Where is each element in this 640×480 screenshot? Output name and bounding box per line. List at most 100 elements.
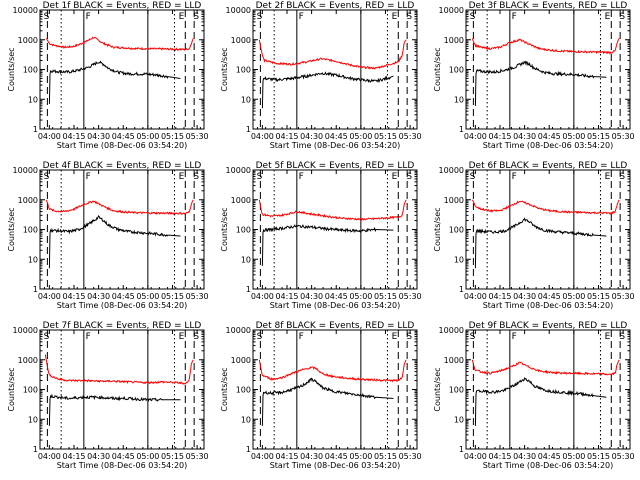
marker-s: S	[193, 172, 199, 182]
y-tick-label: 100	[23, 226, 38, 235]
x-axis-label: Start Time (08-Dec-06 03:54:20)	[483, 461, 614, 470]
x-tick-label: 04:00	[38, 292, 61, 301]
x-tick-label: 04:30	[300, 132, 323, 141]
marker-s: S	[406, 172, 412, 182]
series-lld	[45, 199, 194, 216]
y-tick-label: 100	[449, 66, 464, 75]
marker-e: E	[605, 12, 611, 22]
x-axis-label: Start Time (08-Dec-06 03:54:20)	[57, 141, 188, 150]
x-tick-label: 04:30	[513, 292, 536, 301]
x-tick-label: 04:15	[62, 132, 85, 141]
x-tick-label: 04:30	[300, 292, 323, 301]
y-tick-label: 1000	[444, 196, 464, 205]
panel-title: Det 3f BLACK = Events, RED = LLD	[469, 1, 628, 11]
marker-s: S	[470, 172, 476, 182]
marker-s: S	[257, 172, 263, 182]
y-tick-label: 10	[241, 255, 251, 264]
x-tick-label: 05:30	[399, 292, 422, 301]
marker-s: S	[44, 12, 50, 22]
panel-title: Det 5f BLACK = Events, RED = LLD	[256, 161, 415, 171]
y-tick-label: 1	[459, 445, 464, 454]
panel-title: Det 4f BLACK = Events, RED = LLD	[43, 161, 202, 171]
x-tick-label: 04:00	[464, 132, 487, 141]
series-events	[261, 71, 394, 109]
plot-frame	[39, 329, 205, 450]
y-axis-label: Counts/sec	[220, 47, 229, 91]
marker-f: F	[512, 172, 517, 182]
x-tick-label: 04:45	[538, 132, 561, 141]
x-tick-label: 05:15	[161, 292, 184, 301]
marker-s: S	[44, 172, 50, 182]
x-tick-label: 04:00	[251, 292, 274, 301]
series-events	[474, 60, 607, 106]
y-tick-label: 10	[28, 255, 38, 264]
x-tick-label: 04:45	[112, 452, 135, 461]
x-axis-label: Start Time (08-Dec-06 03:54:20)	[57, 301, 188, 310]
series-lld	[258, 359, 407, 383]
x-tick-label: 05:30	[399, 132, 422, 141]
y-tick-label: 10000	[439, 6, 464, 15]
x-tick-label: 04:00	[251, 452, 274, 461]
y-tick-label: 1000	[231, 36, 251, 45]
y-tick-label: 1	[459, 285, 464, 294]
marker-s: S	[619, 172, 625, 182]
x-tick-label: 04:00	[38, 132, 61, 141]
series-lld	[258, 199, 407, 221]
x-tick-label: 04:15	[488, 292, 511, 301]
x-tick-label: 04:15	[275, 452, 298, 461]
marker-e: E	[605, 172, 611, 182]
x-tick-label: 05:30	[186, 132, 209, 141]
x-tick-label: 05:00	[136, 132, 159, 141]
x-tick-label: 05:30	[399, 452, 422, 461]
marker-s: S	[44, 332, 50, 342]
y-tick-label: 1	[246, 125, 251, 134]
marker-e: E	[605, 332, 611, 342]
y-tick-label: 1000	[231, 356, 251, 365]
series-lld	[44, 354, 194, 385]
y-tick-label: 1000	[231, 196, 251, 205]
y-axis-label: Counts/sec	[433, 367, 442, 411]
y-tick-label: 10	[241, 415, 251, 424]
marker-s: S	[619, 332, 625, 342]
marker-f: F	[86, 172, 91, 182]
x-axis-label: Start Time (08-Dec-06 03:54:20)	[270, 301, 401, 310]
y-axis-label: Counts/sec	[7, 47, 16, 91]
series-lld	[471, 199, 620, 215]
x-tick-label: 05:15	[161, 452, 184, 461]
y-tick-label: 10000	[13, 166, 38, 175]
y-tick-label: 10	[454, 95, 464, 104]
x-tick-label: 05:30	[186, 292, 209, 301]
y-tick-label: 1	[246, 285, 251, 294]
y-tick-label: 10000	[226, 6, 251, 15]
x-tick-label: 05:00	[562, 452, 585, 461]
x-tick-label: 05:00	[562, 132, 585, 141]
x-tick-label: 04:45	[325, 292, 348, 301]
x-tick-label: 05:15	[374, 452, 397, 461]
marker-e: E	[392, 332, 398, 342]
x-tick-label: 04:45	[325, 132, 348, 141]
x-tick-label: 04:15	[488, 452, 511, 461]
marker-e: E	[392, 172, 398, 182]
y-axis-label: Counts/sec	[433, 207, 442, 251]
y-tick-label: 100	[449, 226, 464, 235]
panel-title: Det 7f BLACK = Events, RED = LLD	[43, 321, 202, 331]
y-tick-label: 1000	[444, 356, 464, 365]
y-tick-label: 1	[33, 445, 38, 454]
marker-s: S	[257, 12, 263, 22]
marker-s: S	[406, 332, 412, 342]
y-tick-label: 10000	[226, 326, 251, 335]
marker-e: E	[179, 332, 185, 342]
y-tick-label: 10	[28, 95, 38, 104]
x-tick-label: 04:30	[87, 132, 110, 141]
y-tick-label: 10000	[226, 166, 251, 175]
y-tick-label: 10	[454, 415, 464, 424]
y-tick-label: 100	[236, 226, 251, 235]
y-tick-label: 1	[459, 125, 464, 134]
y-tick-label: 100	[23, 386, 38, 395]
x-tick-label: 04:15	[488, 132, 511, 141]
